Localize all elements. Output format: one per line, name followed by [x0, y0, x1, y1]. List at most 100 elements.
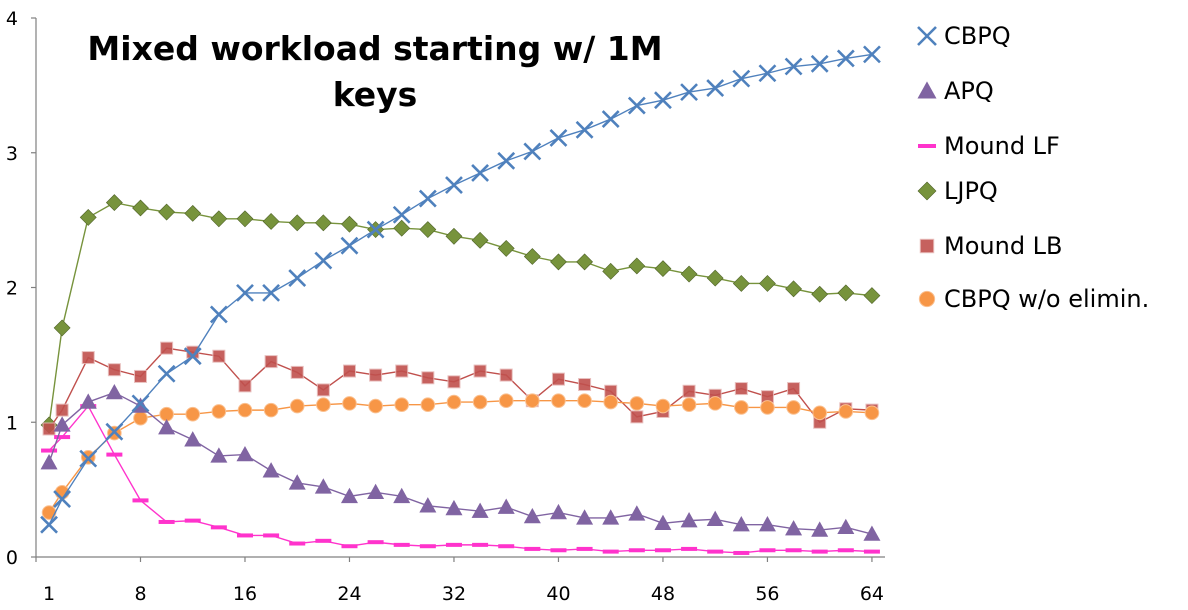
data-point — [497, 151, 516, 170]
data-point — [210, 525, 227, 530]
data-point — [394, 397, 410, 413]
data-point — [837, 518, 855, 535]
y-tick-label: 0 — [6, 547, 18, 569]
data-point — [236, 445, 254, 462]
data-point — [525, 393, 540, 408]
data-point — [550, 548, 567, 553]
data-point — [784, 57, 803, 76]
series-cbpq-w-o-elimin — [41, 393, 880, 520]
data-point — [418, 189, 437, 208]
data-point — [680, 511, 698, 528]
data-point — [786, 400, 801, 415]
data-point — [682, 384, 696, 398]
data-point — [81, 351, 95, 365]
data-point — [497, 498, 515, 514]
data-point — [863, 549, 880, 554]
data-point — [524, 546, 541, 551]
data-point — [551, 372, 565, 386]
data-point — [758, 64, 777, 83]
data-point — [158, 419, 176, 435]
data-point — [369, 368, 383, 382]
data-point — [53, 490, 72, 508]
data-point — [838, 404, 854, 419]
data-point — [447, 375, 461, 389]
data-point — [42, 422, 56, 436]
data-point — [237, 402, 253, 418]
data-point — [105, 422, 124, 441]
data-point — [734, 382, 748, 396]
data-point — [472, 542, 489, 547]
data-point — [499, 368, 513, 382]
x-tick-label: 56 — [755, 583, 779, 605]
legend-label: Mound LB — [944, 232, 1063, 260]
legend-item: CBPQ w/o elimin. — [912, 279, 1149, 319]
data-point — [630, 410, 644, 424]
data-point — [785, 520, 803, 536]
data-point — [53, 319, 71, 337]
data-point — [471, 164, 490, 182]
legend-item: LJPQ — [912, 171, 998, 211]
tick-labels: 0 1 2 3 4 1 8 16 24 32 40 48 56 64 — [6, 8, 884, 605]
data-point — [787, 382, 801, 396]
data-point — [184, 204, 202, 222]
legend-marker — [917, 26, 937, 46]
data-point — [680, 83, 698, 102]
data-point — [706, 510, 724, 526]
data-point — [419, 544, 436, 549]
data-point — [421, 371, 435, 385]
data-point — [55, 403, 69, 417]
data-point — [263, 402, 279, 418]
series-apq — [40, 383, 881, 541]
data-point — [157, 364, 176, 383]
data-point — [758, 516, 776, 532]
legend-label: CBPQ — [944, 22, 1011, 50]
data-point — [340, 487, 358, 504]
data-point — [40, 515, 58, 534]
data-point — [185, 406, 201, 422]
data-point — [211, 404, 227, 419]
data-point — [864, 405, 880, 421]
data-point — [314, 251, 333, 270]
data-point — [392, 205, 411, 224]
data-point — [759, 275, 776, 292]
data-point — [498, 393, 514, 408]
legend-marker — [917, 181, 937, 201]
data-point — [314, 214, 332, 232]
legend-label: LJPQ — [944, 177, 998, 205]
data-point — [446, 394, 462, 410]
data-point — [837, 548, 854, 553]
legend-marker — [917, 81, 937, 99]
data-point — [264, 355, 278, 369]
data-point — [316, 383, 330, 397]
data-point — [133, 410, 148, 426]
legend-marker — [919, 238, 935, 254]
data-point — [732, 516, 750, 532]
data-point — [341, 544, 358, 549]
data-point — [549, 503, 567, 520]
data-point — [578, 378, 592, 392]
data-point — [629, 396, 645, 411]
data-point — [654, 514, 672, 531]
data-point — [575, 120, 594, 139]
data-point — [419, 497, 437, 513]
data-point — [238, 379, 252, 393]
data-point — [472, 394, 488, 410]
series-ljpq — [40, 194, 881, 434]
data-point — [341, 215, 358, 233]
data-point — [654, 548, 671, 553]
data-point — [445, 176, 463, 195]
data-point — [628, 548, 645, 553]
data-point — [576, 253, 594, 271]
data-point — [445, 542, 462, 547]
data-point — [707, 396, 723, 411]
data-point — [785, 280, 802, 298]
data-point — [549, 129, 568, 147]
data-point — [785, 548, 802, 553]
data-point — [40, 454, 58, 470]
y-tick-label: 4 — [6, 8, 18, 30]
data-point — [288, 474, 306, 490]
data-point — [654, 260, 672, 278]
data-point — [184, 431, 202, 447]
legend-label: CBPQ w/o elimin. — [944, 285, 1150, 313]
data-point — [262, 283, 281, 302]
